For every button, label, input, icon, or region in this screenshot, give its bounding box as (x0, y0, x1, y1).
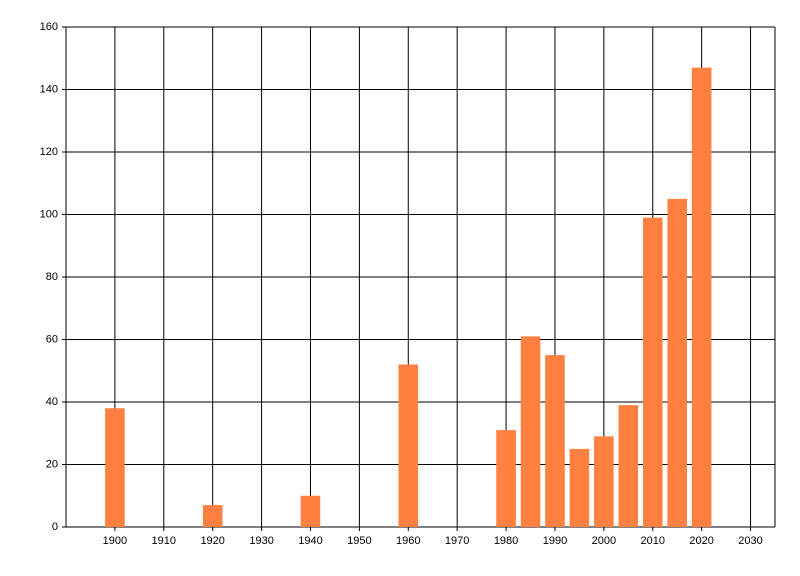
y-tick-label: 60 (46, 333, 58, 345)
y-tick-label: 20 (46, 458, 58, 470)
x-tick-label: 1990 (543, 535, 567, 547)
y-tick-label: 80 (46, 271, 58, 283)
bar (496, 430, 516, 527)
bar (545, 355, 565, 527)
x-tick-label: 1920 (200, 535, 224, 547)
bar (202, 505, 223, 527)
bar (569, 448, 590, 527)
x-tick-label: 1900 (103, 535, 127, 547)
x-tick-label: 1980 (494, 535, 518, 547)
x-tick-label: 1940 (298, 535, 322, 547)
x-tick-label: 1910 (152, 535, 176, 547)
bar (667, 198, 687, 527)
bar (300, 495, 321, 527)
x-tick-label: 1950 (347, 535, 371, 547)
x-tick-label: 1970 (445, 535, 469, 547)
bar (691, 67, 712, 527)
y-tick-label: 40 (46, 396, 58, 408)
bar (618, 405, 639, 527)
x-tick-label: 1930 (249, 535, 273, 547)
bar (520, 336, 541, 527)
bar (594, 436, 614, 527)
x-tick-label: 2030 (738, 535, 762, 547)
x-tick-label: 2010 (641, 535, 665, 547)
bar (105, 408, 125, 527)
y-tick-label: 140 (40, 83, 58, 95)
bar (398, 364, 419, 527)
x-tick-label: 2000 (592, 535, 616, 547)
y-tick-label: 160 (40, 21, 58, 33)
y-tick-label: 0 (52, 521, 58, 533)
x-tick-label: 1960 (396, 535, 420, 547)
y-tick-label: 120 (40, 146, 58, 158)
bar (642, 217, 663, 527)
x-tick-label: 2020 (689, 535, 713, 547)
y-tick-label: 100 (40, 208, 58, 220)
